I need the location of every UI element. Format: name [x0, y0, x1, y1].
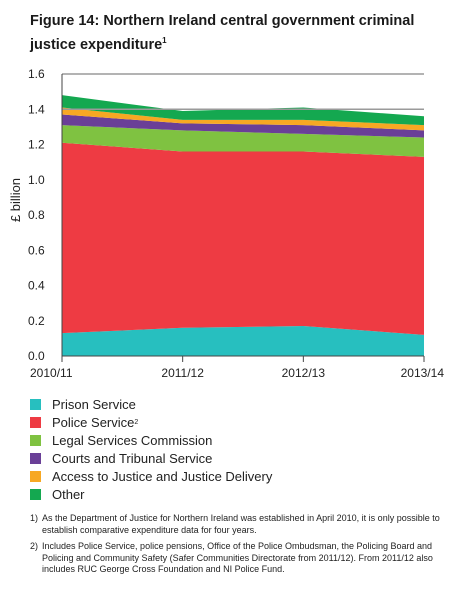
y-tick-label: 1.4 — [28, 102, 45, 116]
legend-swatch — [30, 434, 41, 446]
footnote-text: As the Department of Justice for Norther… — [42, 513, 440, 535]
y-tick-label: 1.6 — [28, 67, 45, 81]
footnote: 2) Includes Police Service, police pensio… — [30, 541, 455, 576]
legend-label: Other — [52, 486, 85, 502]
y-tick-label: 1.0 — [28, 173, 45, 187]
legend-item: Police Service 2 — [30, 413, 272, 431]
y-tick-label: 0.2 — [28, 314, 45, 328]
legend-item: Other — [30, 485, 272, 503]
legend-label: Access to Justice and Justice Delivery — [52, 468, 273, 484]
legend-label: Prison Service — [52, 396, 136, 412]
x-tick-label: 2012/13 — [282, 366, 326, 380]
footnotes: 1) As the Department of Justice for North… — [30, 513, 455, 581]
legend-swatch — [30, 488, 41, 500]
x-tick-label: 2011/12 — [161, 366, 204, 380]
area-other — [62, 95, 424, 126]
footnote: 1) As the Department of Justice for North… — [30, 513, 455, 536]
y-tick-label: 0.4 — [28, 279, 45, 293]
chart-legend: Prison Service Police Service 2 Legal Servi… — [30, 395, 272, 503]
stacked-area-chart: 0.0 0.2 0.4 0.6 0.8 1.0 1.2 1.4 1.6 2010/11 2011/1… — [8, 67, 445, 380]
y-tick-label: 1.2 — [28, 138, 45, 152]
footnote-text: Includes Police Service, police pensions… — [42, 541, 433, 574]
legend-swatch — [30, 416, 41, 428]
x-tick-label: 2010/11 — [30, 366, 73, 380]
y-tick-label: 0.6 — [28, 243, 45, 257]
figure-title: Figure 14: Northern Ireland central gove… — [30, 13, 415, 53]
title-note-mark: 1 — [162, 36, 167, 45]
area-prison-service — [62, 326, 424, 356]
y-tick-label: 0.8 — [28, 208, 45, 222]
y-tick-label: 0.0 — [28, 349, 45, 363]
legend-swatch — [30, 452, 41, 464]
legend-item: Prison Service — [30, 395, 272, 413]
legend-item: Courts and Tribunal Service — [30, 449, 272, 467]
footnote-mark: 2) — [30, 541, 39, 551]
legend-swatch — [30, 470, 41, 482]
footnote-mark: 1) — [30, 513, 39, 523]
legend-label: Courts and Tribunal Service — [52, 450, 213, 466]
legend-label: Legal Services Commission — [52, 432, 213, 448]
x-tick-label: 2013/14 — [401, 366, 445, 380]
legend-item: Access to Justice and Justice Delivery — [30, 467, 272, 485]
legend-label: Police Service — [52, 414, 135, 430]
area-legal-services-commission — [62, 125, 424, 157]
area-courts-and-tribunal-service — [62, 114, 424, 138]
legend-note-mark: 2 — [134, 418, 139, 426]
area-access-to-justice-and-justice-delivery — [62, 107, 424, 131]
legend-swatch — [30, 398, 41, 410]
y-axis-title: £ billion — [8, 178, 23, 222]
area-police-service — [62, 142, 424, 335]
legend-item: Legal Services Commission — [30, 431, 272, 449]
